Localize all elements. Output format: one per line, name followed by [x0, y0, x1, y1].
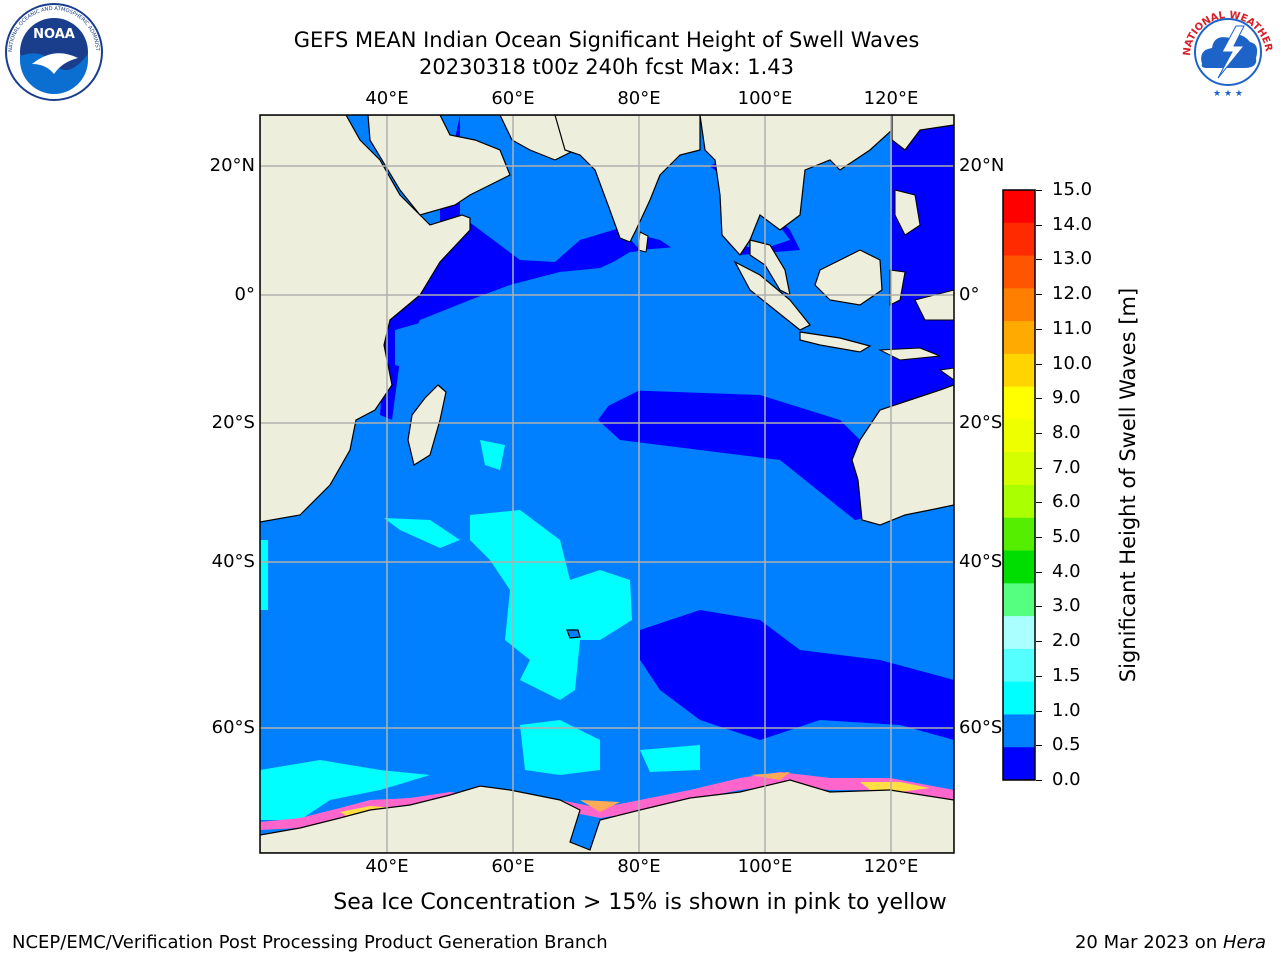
colorbar-tick-label: 6.0 — [1052, 491, 1081, 513]
colorbar-tick-mark — [1036, 328, 1042, 330]
colorbar-tick-mark — [1036, 571, 1042, 573]
colorbar-swatch — [1003, 321, 1035, 355]
colorbar-swatch — [1003, 353, 1035, 388]
lon-label-bottom: 120°E — [863, 856, 919, 877]
colorbar-swatch — [1003, 222, 1035, 257]
colorbar-swatch — [1003, 648, 1035, 683]
colorbar-tick-label: 11.0 — [1052, 317, 1093, 339]
colorbar-tick-label: 3.0 — [1052, 595, 1081, 617]
lon-label-top: 120°E — [863, 88, 919, 109]
colorbar-tick-mark — [1036, 398, 1042, 400]
colorbar-tick-mark — [1036, 537, 1042, 539]
colorbar-swatch — [1003, 550, 1035, 584]
lon-label-top: 60°E — [491, 88, 535, 109]
lat-label-left: 20°N — [209, 155, 255, 176]
colorbar-tick-mark — [1036, 363, 1042, 365]
colorbar-tick-mark — [1036, 259, 1042, 261]
footer-date-text: 20 Mar 2023 on — [1074, 932, 1223, 953]
colorbar-swatch — [1003, 517, 1035, 552]
colorbar-swatch — [1003, 386, 1035, 420]
lon-label-bottom: 60°E — [491, 856, 535, 877]
colorbar-tick-mark — [1036, 294, 1042, 296]
svg-text:★ ★ ★: ★ ★ ★ — [1213, 89, 1243, 99]
lon-label-bottom: 80°E — [617, 856, 661, 877]
colorbar-tick-label: 0.5 — [1052, 734, 1081, 756]
noaa-logo: NOAA NATIONAL OCEANIC AND ATMOSPHERIC AD… — [2, 2, 103, 101]
colorbar-tick-label: 2.0 — [1052, 630, 1081, 652]
colorbar-tick-label: 13.0 — [1052, 248, 1093, 270]
colorbar-swatch — [1003, 583, 1035, 617]
colorbar-tick-label: 0.0 — [1052, 769, 1081, 790]
lat-label-right: 20°N — [959, 155, 1005, 176]
sea-ice-caption: Sea Ice Concentration > 15% is shown in … — [333, 890, 947, 915]
colorbar-tick-label: 9.0 — [1052, 387, 1081, 409]
colorbar-tick-label: 8.0 — [1052, 421, 1081, 443]
lat-label-left: 20°S — [211, 412, 255, 433]
colorbar-tick-mark — [1036, 467, 1042, 469]
colorbar-swatch — [1003, 714, 1035, 748]
lon-label-top: 40°E — [365, 88, 409, 109]
lat-label-right: 20°S — [959, 412, 1003, 433]
colorbar-tick-label: 14.0 — [1052, 213, 1093, 235]
lat-label-right: 40°S — [959, 551, 1003, 572]
nws-logo: NATIONAL WEATHER SERVICE ★ ★ ★ — [1178, 2, 1275, 99]
lat-label-right: 0° — [959, 284, 980, 305]
colorbar-swatch — [1003, 288, 1035, 322]
colorbar-tick-mark — [1036, 224, 1042, 226]
footer-branch: NCEP/EMC/Verification Post Processing Pr… — [12, 932, 608, 953]
colorbar-tick-mark — [1036, 190, 1042, 191]
footer-date: 20 Mar 2023 on Hera — [1075, 932, 1266, 953]
noaa-logo-text: NOAA — [33, 27, 75, 42]
colorbar-swatch — [1003, 747, 1035, 781]
colorbar-swatch — [1003, 255, 1035, 289]
colorbar-tick-label: 12.0 — [1052, 283, 1093, 305]
colorbar-tick-mark — [1036, 780, 1042, 781]
lon-label-top: 80°E — [617, 88, 661, 109]
colorbar-tick-mark — [1036, 675, 1042, 677]
colorbar-tick-mark — [1036, 502, 1042, 504]
lon-label-bottom: 40°E — [365, 856, 409, 877]
colorbar-tick-mark — [1036, 641, 1042, 643]
colorbar-swatch — [1003, 190, 1035, 224]
lat-label-left: 40°S — [211, 551, 255, 572]
footer-host: Hera — [1222, 932, 1266, 953]
colorbar-tick-mark — [1036, 745, 1042, 747]
colorbar-label: Significant Height of Swell Waves [m] — [1116, 287, 1140, 683]
colorbar-tick-label: 7.0 — [1052, 456, 1081, 478]
colorbar-tick-mark — [1036, 606, 1042, 608]
colorbar-swatch — [1003, 616, 1035, 650]
lon-label-bottom: 100°E — [737, 856, 793, 877]
colorbar-swatch — [1003, 452, 1035, 486]
colorbar-tick-mark — [1036, 432, 1042, 434]
lat-label-left: 60°S — [211, 717, 255, 738]
colorbar-tick-label: 10.0 — [1052, 352, 1093, 374]
map-subtitle: 20230318 t00z 240h fcst Max: 1.43 — [419, 55, 794, 79]
lat-label-right: 60°S — [959, 717, 1003, 738]
colorbar-swatch — [1003, 485, 1035, 519]
colorbar-tick-label: 1.0 — [1052, 699, 1081, 721]
colorbar-tick-label: 1.5 — [1052, 664, 1081, 686]
colorbar-tick-label: 5.0 — [1052, 526, 1081, 548]
lon-label-top: 100°E — [737, 88, 793, 109]
colorbar-tick-label: 4.0 — [1052, 560, 1081, 582]
colorbar — [1002, 189, 1036, 781]
colorbar-tick-label: 15.0 — [1052, 179, 1093, 200]
map-title: GEFS MEAN Indian Ocean Significant Heigh… — [293, 28, 920, 52]
lat-label-left: 0° — [234, 284, 255, 305]
colorbar-tick-mark — [1036, 710, 1042, 712]
colorbar-swatch — [1003, 419, 1035, 453]
colorbar-swatch — [1003, 681, 1035, 715]
